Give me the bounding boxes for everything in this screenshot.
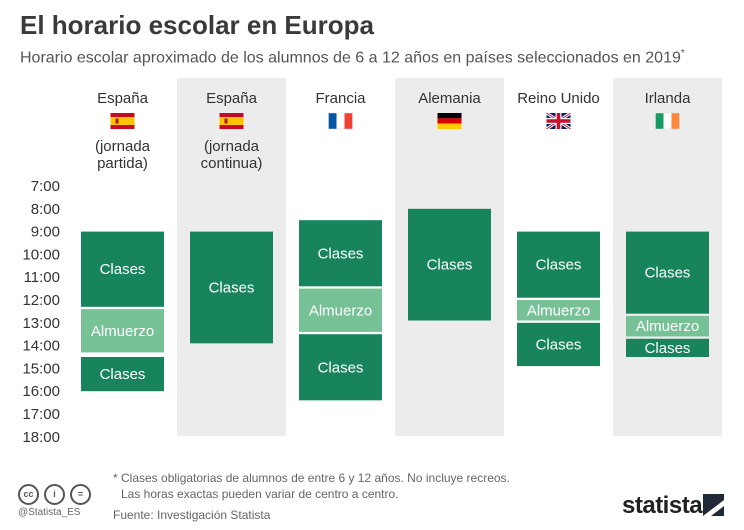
y-tick-label: 9:00 — [31, 224, 60, 241]
column-note-label: (jornada — [204, 138, 260, 155]
column-country-label: Irlanda — [645, 90, 692, 107]
almuerzo-block — [299, 288, 382, 332]
clases-block-label: Clases — [427, 257, 473, 274]
almuerzo-block — [517, 300, 600, 321]
almuerzo-block-label: Almuerzo — [309, 302, 372, 319]
almuerzo-block-label: Almuerzo — [91, 323, 154, 340]
source-note: Fuente: Investigación Statista — [113, 508, 271, 522]
uk-flag-icon — [545, 111, 572, 131]
cc-license-icon: cc — [18, 484, 39, 505]
clases-block-label: Clases — [318, 245, 364, 262]
attribution-icon: i — [44, 484, 65, 505]
clases-block — [626, 231, 709, 314]
clases-block-label: Clases — [645, 340, 691, 357]
france-flag-icon — [328, 112, 353, 130]
y-tick-label: 16:00 — [22, 383, 60, 400]
clases-block — [81, 231, 164, 307]
y-tick-label: 11:00 — [24, 269, 60, 286]
subtitle-asterisk: * — [680, 48, 685, 59]
clases-block-label: Clases — [209, 279, 255, 296]
y-tick-label: 12:00 — [22, 292, 60, 309]
social-handle: @Statista_ES — [18, 507, 81, 518]
germany-flag-icon — [437, 113, 462, 129]
clases-block — [517, 322, 600, 367]
chart-subtitle: Horario escolar aproximado de los alumno… — [20, 48, 685, 67]
clases-block — [408, 208, 491, 321]
almuerzo-block — [81, 309, 164, 353]
y-tick-label: 15:00 — [22, 360, 60, 377]
clases-block — [626, 338, 709, 357]
column-note-label: partida) — [97, 155, 148, 172]
y-tick-label: 17:00 — [22, 406, 60, 423]
y-tick-label: 14:00 — [22, 338, 60, 355]
column-country-label: Alemania — [418, 90, 481, 107]
ireland-flag-icon — [655, 112, 680, 130]
column-country-label: Reino Unido — [517, 90, 600, 107]
footnote-line-1: * Clases obligatorias de alumnos de entr… — [113, 471, 510, 485]
almuerzo-block-label: Almuerzo — [527, 302, 590, 319]
column-note-label: (jornada — [95, 138, 151, 155]
y-tick-label: 8:00 — [31, 201, 60, 218]
statista-logo-icon — [703, 494, 724, 516]
column-country-label: España — [97, 90, 149, 107]
y-tick-label: 18:00 — [22, 429, 60, 446]
clases-block-label: Clases — [645, 265, 691, 282]
clases-block — [517, 231, 600, 298]
column-country-label: España — [206, 90, 258, 107]
almuerzo-block — [626, 315, 709, 337]
spain-flag-icon — [219, 113, 244, 129]
clases-block-label: Clases — [100, 366, 146, 383]
almuerzo-block-label: Almuerzo — [636, 318, 699, 335]
clases-block — [190, 231, 273, 344]
statista-logo-text[interactable]: statista — [622, 492, 703, 519]
clases-block-label: Clases — [318, 359, 364, 376]
y-tick-label: 7:00 — [31, 178, 60, 195]
column-note-label: continua) — [201, 155, 263, 172]
clases-block-label: Clases — [100, 261, 146, 278]
subtitle-text: Horario escolar aproximado de los alumno… — [20, 49, 681, 67]
y-tick-label: 13:00 — [22, 315, 60, 332]
chart-title: El horario escolar en Europa — [20, 10, 374, 40]
no-derivatives-icon: = — [70, 484, 91, 505]
clases-block — [299, 334, 382, 401]
clases-block — [81, 357, 164, 392]
column-country-label: Francia — [315, 90, 366, 107]
clases-block-label: Clases — [536, 257, 582, 274]
y-tick-label: 10:00 — [22, 246, 60, 263]
spain-flag-icon — [110, 113, 135, 129]
clases-block-label: Clases — [536, 336, 582, 353]
footnote-line-2: Las horas exactas pueden variar de centr… — [121, 487, 399, 501]
clases-block — [299, 220, 382, 287]
timetable-chart: 7:00 8:00 9:00 10:00 11:00 12:00 13:00 14:00 15:… — [22, 78, 722, 446]
